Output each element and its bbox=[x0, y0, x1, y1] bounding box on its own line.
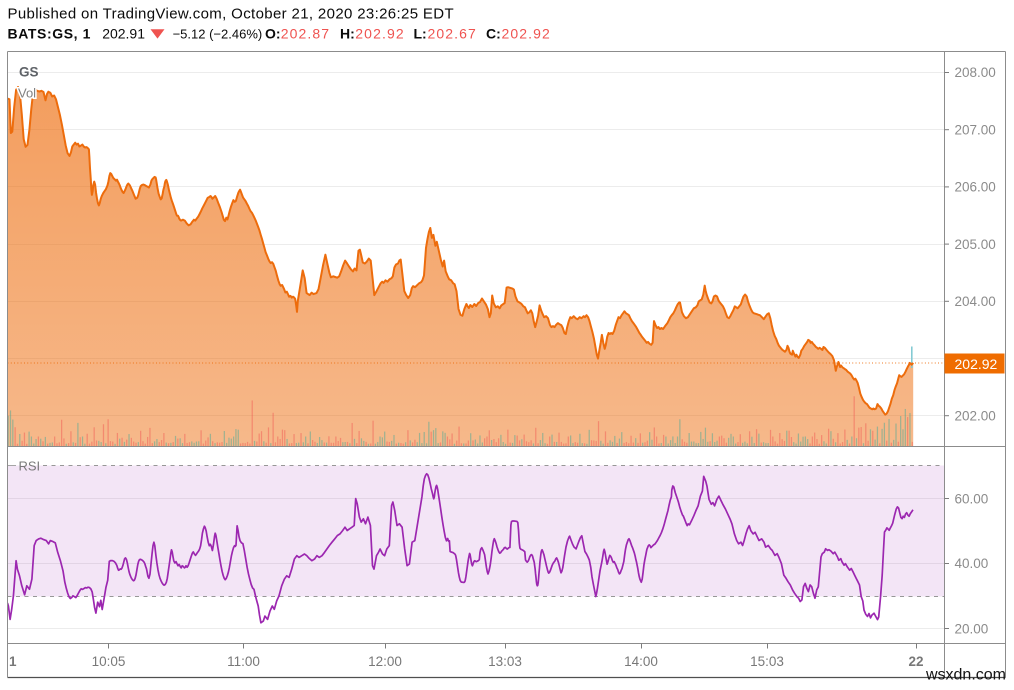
svg-text:15:03: 15:03 bbox=[750, 654, 784, 669]
svg-text:208.00: 208.00 bbox=[955, 65, 996, 80]
svg-text:Published on TradingView.com,: Published on TradingView.com, October 21… bbox=[8, 6, 454, 23]
svg-text:RSI: RSI bbox=[19, 459, 41, 474]
svg-text:20.00: 20.00 bbox=[955, 622, 989, 637]
svg-text:60.00: 60.00 bbox=[955, 491, 989, 506]
svg-text:204.00: 204.00 bbox=[955, 294, 996, 309]
svg-text:10:05: 10:05 bbox=[92, 654, 126, 669]
svg-text:11:00: 11:00 bbox=[227, 654, 260, 669]
svg-text:206.00: 206.00 bbox=[955, 180, 996, 195]
svg-text:13:03: 13:03 bbox=[488, 654, 522, 669]
svg-text:12:00: 12:00 bbox=[368, 654, 402, 669]
svg-text:202.92: 202.92 bbox=[955, 356, 998, 372]
svg-text:22: 22 bbox=[908, 654, 923, 669]
svg-text:202.00: 202.00 bbox=[955, 408, 996, 423]
svg-text:40.00: 40.00 bbox=[955, 556, 989, 571]
svg-text:Vol: Vol bbox=[18, 86, 36, 101]
svg-text:14:00: 14:00 bbox=[624, 654, 658, 669]
svg-text:205.00: 205.00 bbox=[955, 237, 996, 252]
svg-text:1: 1 bbox=[9, 654, 17, 669]
svg-text:wsxdn.com: wsxdn.com bbox=[925, 667, 1006, 684]
svg-text:207.00: 207.00 bbox=[955, 122, 996, 137]
svg-text:GS: GS bbox=[19, 65, 39, 80]
